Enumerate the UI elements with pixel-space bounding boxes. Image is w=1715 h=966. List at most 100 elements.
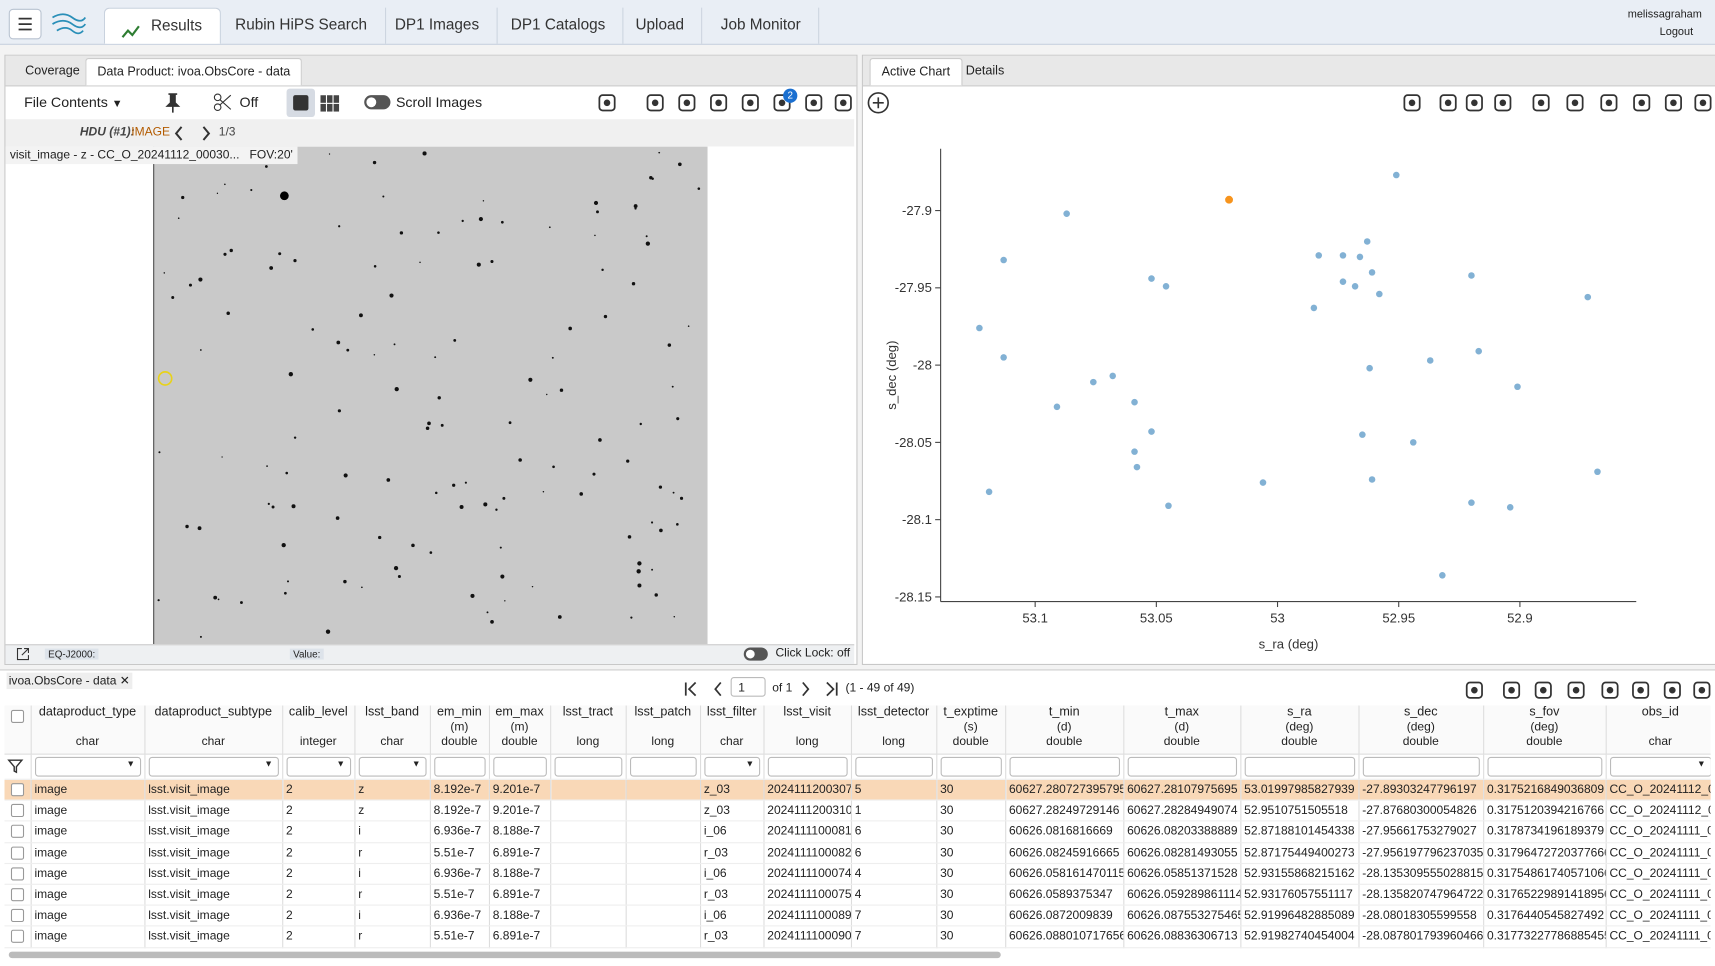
menu-button[interactable] (8, 8, 42, 40)
point[interactable] (1259, 479, 1267, 486)
tool-icon[interactable] (596, 92, 618, 114)
table-row[interactable]: image lsst.visit_image 2 i 6.936e-7 8.188e-7 i… (4, 863, 1711, 885)
column-header[interactable]: calib_level integer (282, 705, 355, 755)
tool-icon[interactable] (832, 92, 854, 114)
tool-icon[interactable] (676, 92, 698, 114)
point[interactable] (1165, 502, 1172, 510)
point[interactable] (1162, 283, 1170, 290)
point[interactable] (1584, 293, 1592, 301)
panel-tab[interactable]: Details (965, 64, 1005, 78)
point[interactable] (1133, 463, 1141, 471)
tool-icon[interactable] (1492, 92, 1514, 114)
filter-icon[interactable] (4, 756, 26, 774)
tool-icon[interactable] (1691, 679, 1713, 701)
tool-icon[interactable] (771, 92, 793, 114)
point[interactable] (1363, 238, 1371, 245)
pin-icon[interactable] (162, 91, 184, 115)
nav-tab[interactable]: DP1 Images (377, 7, 498, 44)
column-header[interactable]: lsst_detector long (850, 705, 937, 755)
point[interactable] (1109, 372, 1116, 380)
row-checkbox[interactable] (10, 909, 24, 923)
column-header[interactable]: dataproduct_subtype char (144, 705, 283, 755)
tool-icon[interactable] (803, 92, 825, 114)
point[interactable] (985, 488, 993, 496)
page-nav-prev[interactable] (683, 680, 733, 698)
filter-input[interactable] (940, 756, 1002, 777)
h-scrollbar[interactable] (8, 951, 1001, 959)
point[interactable] (1475, 347, 1482, 355)
table-row[interactable]: image lsst.visit_image 2 z 8.192e-7 9.201e-7 z… (4, 779, 1711, 801)
point[interactable] (1376, 290, 1383, 298)
point[interactable] (1339, 252, 1347, 259)
filter-input[interactable]: ▼ (1609, 756, 1711, 777)
point[interactable] (1063, 210, 1070, 217)
filter-input[interactable] (492, 756, 547, 777)
point[interactable] (1090, 378, 1097, 386)
column-header[interactable]: lsst_band char (354, 705, 431, 755)
tool-icon[interactable] (739, 92, 761, 114)
nav-tab[interactable]: Job Monitor (703, 7, 820, 44)
point[interactable] (1351, 283, 1359, 290)
filter-input[interactable] (1008, 756, 1120, 777)
filter-input[interactable]: ▼ (703, 756, 760, 777)
row-checkbox[interactable] (10, 846, 24, 860)
point[interactable] (1131, 398, 1138, 406)
column-header[interactable]: s_fov (deg) double (1483, 705, 1607, 755)
table-row[interactable]: image lsst.visit_image 2 i 6.936e-7 8.188e-7 i… (4, 905, 1711, 927)
point[interactable] (1468, 499, 1475, 506)
table-row[interactable]: image lsst.visit_image 2 r 5.51e-7 6.891e-7 r_… (4, 842, 1711, 864)
tool-icon[interactable] (1661, 679, 1683, 701)
hdu-nav[interactable] (172, 124, 216, 144)
point[interactable] (1393, 171, 1400, 179)
page-nav-next[interactable] (798, 680, 842, 698)
point[interactable] (1000, 354, 1007, 361)
filter-dropdown[interactable]: ▼ (1697, 759, 1706, 769)
point[interactable] (1514, 383, 1521, 391)
page-input[interactable]: 1 (730, 677, 766, 697)
filter-input[interactable]: ▼ (286, 756, 351, 777)
filter-input[interactable] (1127, 756, 1237, 777)
tool-icon[interactable] (1565, 679, 1587, 701)
point[interactable] (1148, 428, 1155, 435)
filter-input[interactable]: ▼ (34, 756, 141, 777)
row-checkbox[interactable] (10, 804, 24, 818)
panel-tab[interactable]: Active Chart (869, 57, 963, 86)
table-row[interactable]: image lsst.visit_image 2 i 6.936e-7 8.188e-7 i… (4, 821, 1711, 843)
tool-icon[interactable] (1501, 679, 1523, 701)
row-checkbox[interactable] (10, 867, 24, 881)
tool-icon[interactable] (1463, 92, 1485, 114)
column-header[interactable]: s_ra (deg) double (1240, 705, 1359, 755)
tool-icon[interactable] (1598, 92, 1620, 114)
nav-tab[interactable]: DP1 Catalogs (493, 7, 624, 44)
point[interactable] (1359, 431, 1366, 438)
point[interactable] (976, 324, 983, 332)
scroll-toggle[interactable] (364, 95, 391, 110)
column-header[interactable]: lsst_patch long (625, 705, 701, 755)
tool-icon[interactable] (1437, 92, 1459, 114)
coord-sys[interactable]: EQ-J2000: (44, 648, 99, 660)
table-row[interactable]: image lsst.visit_image 2 z 8.192e-7 9.201e-7 z… (4, 800, 1711, 822)
column-header[interactable]: lsst_tract long (550, 705, 627, 755)
filter-input[interactable] (629, 756, 697, 777)
popout-icon[interactable] (15, 646, 30, 661)
panel-tab[interactable]: Coverage (25, 64, 80, 78)
column-header[interactable]: s_dec (deg) double (1358, 705, 1484, 755)
filter-input[interactable] (553, 756, 622, 777)
point[interactable] (1315, 252, 1323, 259)
click-lock-toggle[interactable] (743, 647, 768, 661)
column-header[interactable]: t_max (d) double (1123, 705, 1241, 755)
column-header[interactable]: lsst_visit long (763, 705, 852, 755)
row-checkbox[interactable] (10, 783, 24, 797)
point[interactable] (1468, 272, 1475, 279)
tool-icon[interactable] (644, 92, 666, 114)
point[interactable] (1594, 468, 1601, 476)
table-row[interactable]: image lsst.visit_image 2 r 5.51e-7 6.891e-7 r_… (4, 926, 1711, 948)
single-view-button[interactable] (286, 88, 315, 118)
tool-icon[interactable] (1599, 679, 1621, 701)
column-header[interactable]: em_min (m) double (429, 705, 490, 755)
filter-input[interactable] (1362, 756, 1480, 777)
nav-tab[interactable]: Upload (618, 7, 703, 44)
filter-input[interactable]: ▼ (358, 756, 427, 777)
panel-tab[interactable]: Data Product: ivoa.ObsCore - data (85, 57, 303, 86)
row-checkbox[interactable] (10, 930, 24, 944)
